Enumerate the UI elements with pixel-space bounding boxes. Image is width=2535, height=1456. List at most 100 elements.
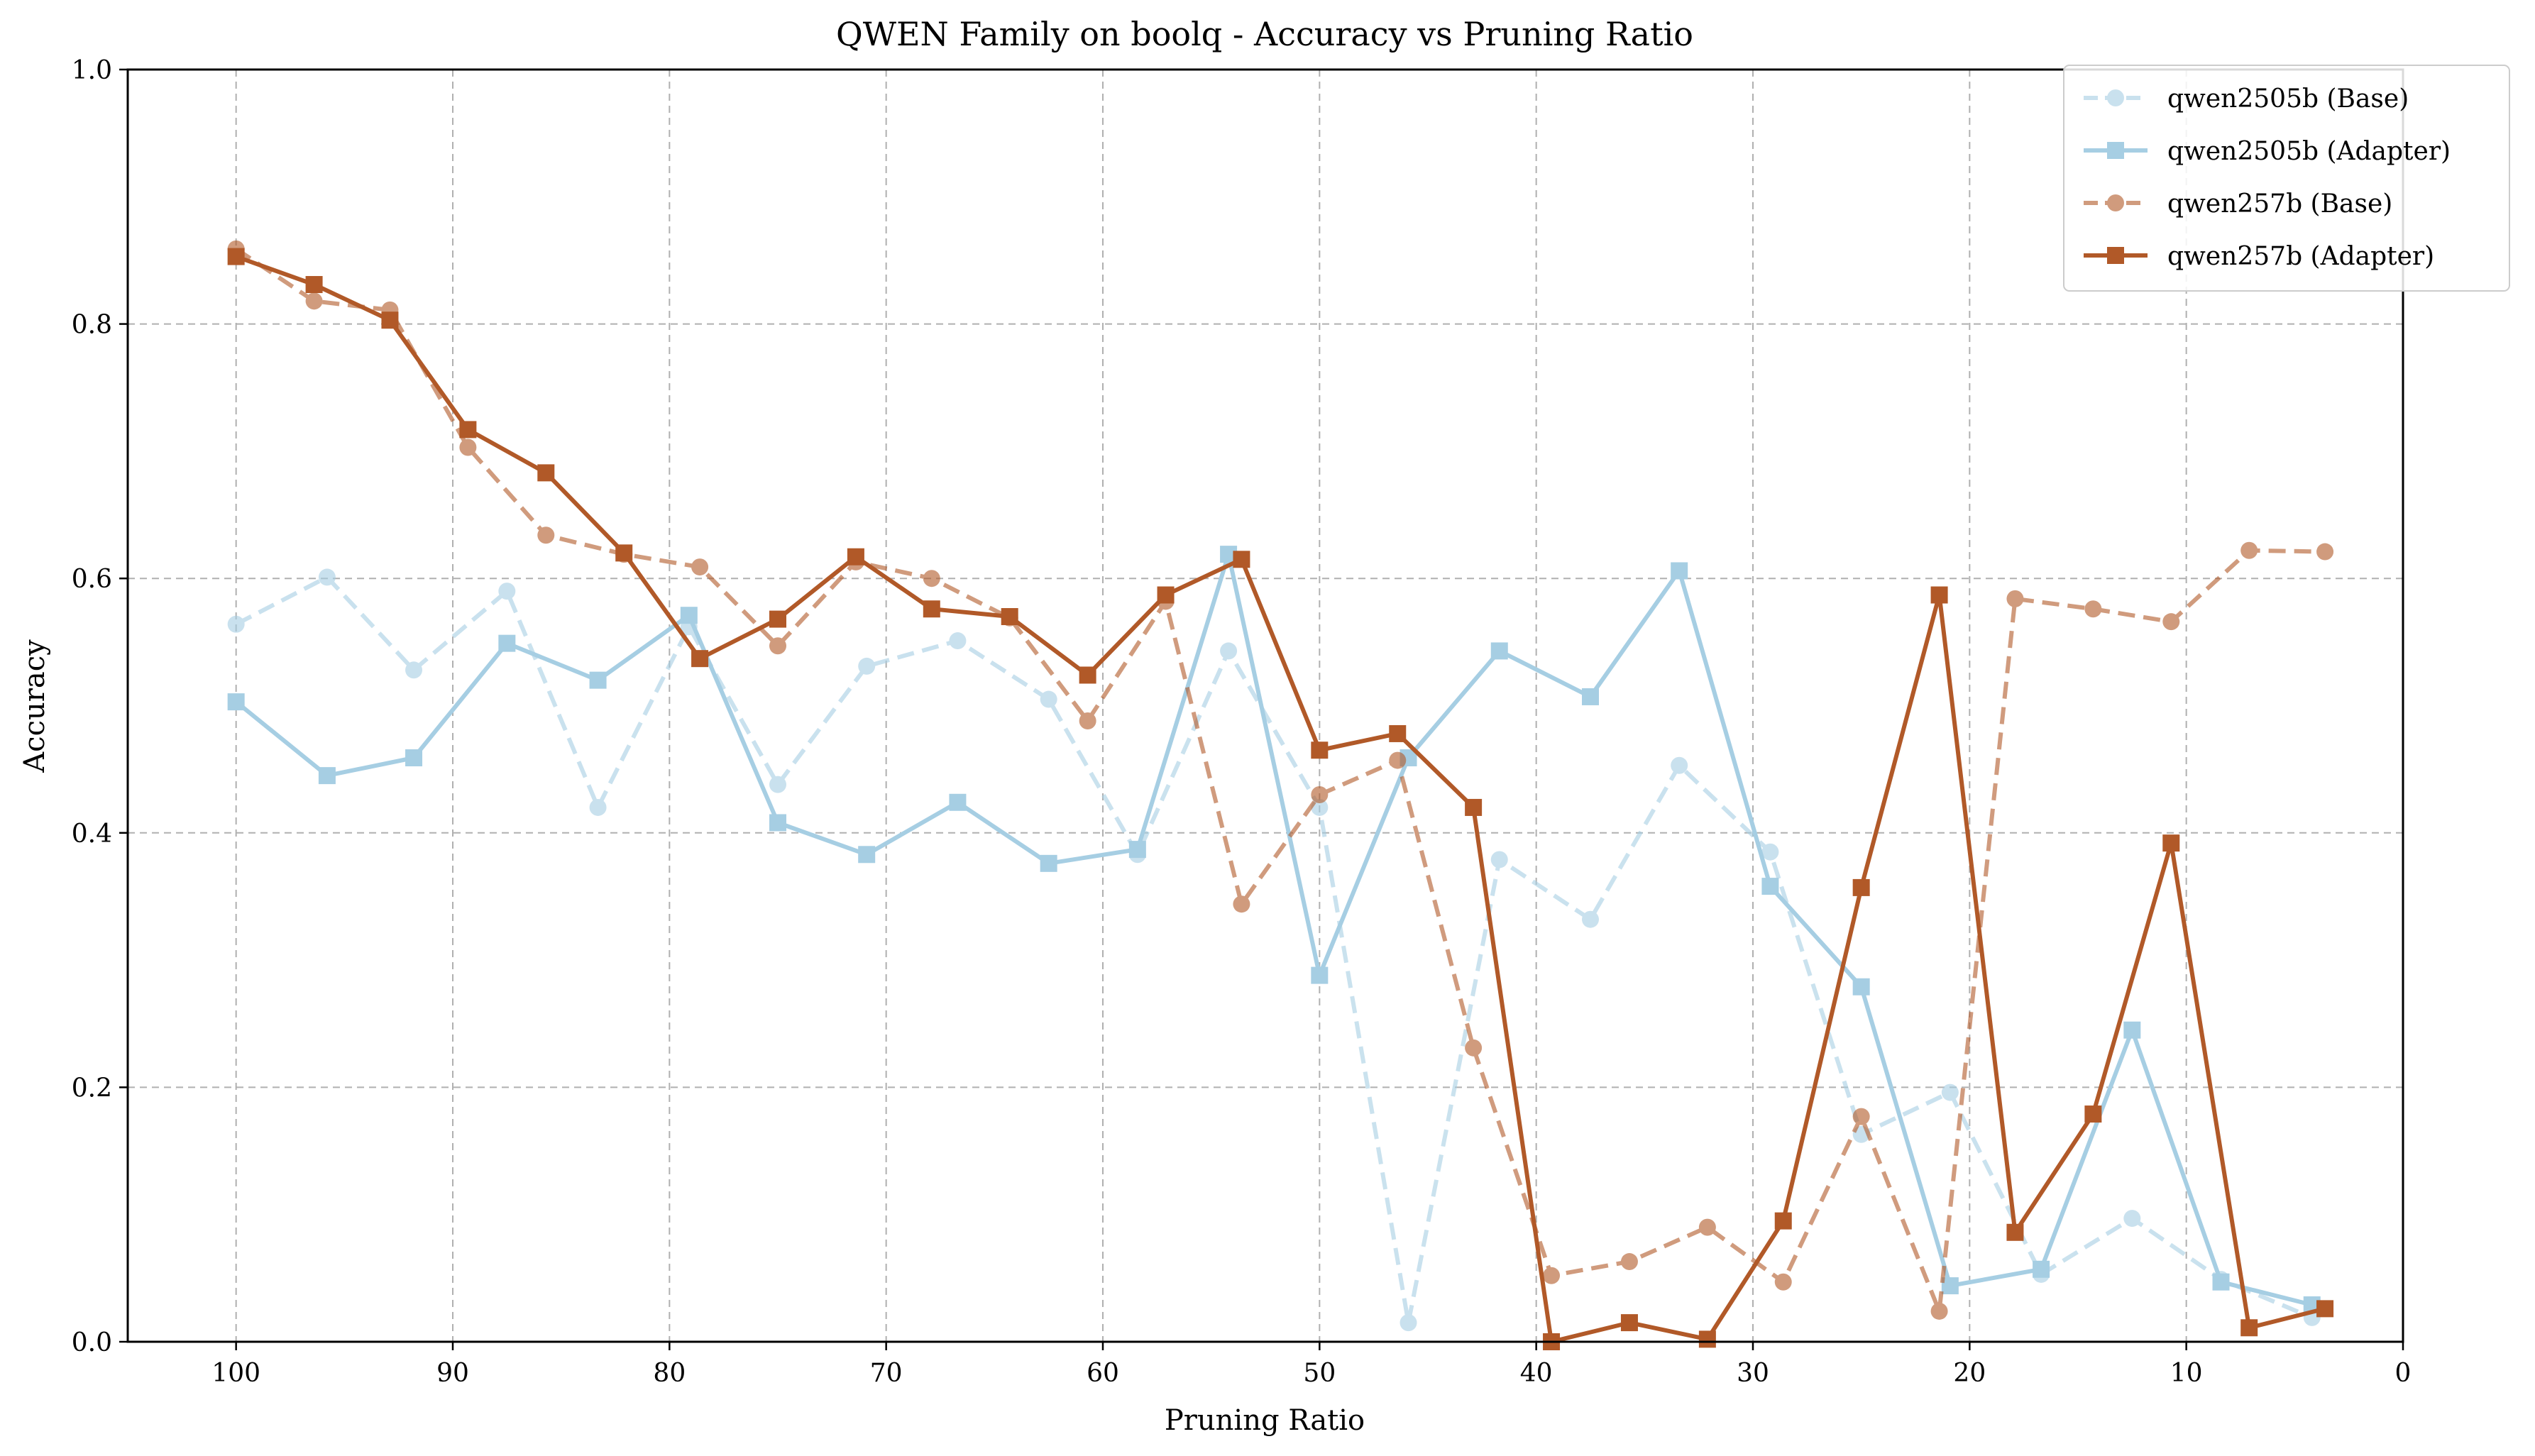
data-point — [498, 634, 516, 652]
data-point — [847, 548, 864, 566]
y-tick-label: 0.0 — [72, 1328, 112, 1357]
data-point — [680, 607, 698, 624]
data-point — [1761, 843, 1779, 861]
legend-item[interactable] — [2084, 247, 2148, 264]
data-point — [1582, 688, 1599, 705]
legend-box — [2063, 65, 2510, 292]
data-point — [1852, 878, 1870, 896]
data-point — [2006, 590, 2024, 607]
data-point — [1465, 1039, 1483, 1057]
data-point — [769, 637, 786, 655]
series-line — [235, 254, 2326, 1344]
data-point — [923, 600, 940, 618]
data-point — [1774, 1212, 1792, 1230]
legend-label: qwen2505b (Base) — [2167, 84, 2409, 114]
data-point — [1311, 786, 1329, 804]
data-point — [459, 439, 477, 456]
legend-item[interactable] — [2084, 89, 2148, 106]
data-point — [1620, 1253, 1638, 1271]
data-point — [1852, 978, 1870, 996]
x-tick-label: 20 — [1953, 1359, 1986, 1388]
data-point — [923, 570, 940, 588]
data-point — [858, 846, 876, 864]
legend-item[interactable] — [2084, 194, 2148, 211]
x-tick-label: 70 — [870, 1359, 903, 1388]
data-point — [1220, 642, 1238, 660]
data-point — [227, 693, 245, 711]
data-point — [227, 248, 245, 265]
data-point — [1852, 1108, 1870, 1125]
x-axis-label: Pruning Ratio — [1165, 1404, 1365, 1437]
chart-title: QWEN Family on boolq - Accuracy vs Pruni… — [836, 15, 1693, 53]
data-point — [537, 526, 555, 544]
data-point — [1490, 851, 1508, 868]
data-point — [1040, 854, 1057, 872]
data-point — [1157, 586, 1175, 604]
data-point — [1620, 1314, 1638, 1332]
legend[interactable]: qwen2505b (Base) qwen2505b (Adapter) qwen2… — [2063, 65, 2510, 292]
legend-label: qwen2505b (Adapter) — [2167, 137, 2451, 166]
y-tick-label: 0.2 — [72, 1074, 112, 1103]
legend-marker — [2107, 194, 2124, 211]
x-tick-label: 30 — [1737, 1359, 1769, 1388]
series-1 — [227, 546, 2321, 1314]
data-point — [949, 632, 967, 650]
data-point — [1671, 756, 1688, 774]
ticks: 100 90 80 70 60 50 40 30 20 10 00.00.20.40.60.81.0 — [72, 56, 2412, 1388]
legend-item[interactable] — [2084, 142, 2148, 159]
data-point — [2316, 1300, 2334, 1318]
data-point — [769, 610, 786, 628]
data-point — [1761, 878, 1779, 895]
data-point — [615, 544, 633, 562]
y-tick-label: 0.4 — [72, 820, 112, 849]
x-tick-label: 0 — [2395, 1359, 2412, 1388]
data-point — [1311, 966, 1329, 984]
data-point — [2162, 613, 2180, 631]
x-tick-label: 40 — [1520, 1359, 1553, 1388]
data-point — [769, 814, 786, 832]
data-point — [459, 421, 477, 439]
data-point — [381, 311, 399, 329]
legend-marker — [2107, 89, 2124, 106]
data-point — [1311, 741, 1329, 759]
data-point — [1698, 1218, 1716, 1236]
data-point — [858, 657, 876, 675]
data-point — [949, 793, 967, 811]
data-point — [405, 661, 423, 679]
data-point — [1930, 1302, 1948, 1320]
x-tick-label: 50 — [1303, 1359, 1336, 1388]
data-point — [1233, 895, 1250, 913]
y-tick-label: 0.6 — [72, 565, 112, 594]
data-point — [2316, 543, 2334, 561]
x-tick-label: 60 — [1087, 1359, 1119, 1388]
data-point — [769, 776, 786, 793]
x-tick-label: 90 — [436, 1359, 469, 1388]
data-point — [1774, 1273, 1792, 1291]
plot-frame — [126, 68, 2404, 1343]
data-point — [1698, 1330, 1716, 1348]
data-point — [589, 671, 607, 689]
data-point — [691, 558, 709, 576]
legend-marker — [2107, 247, 2124, 264]
data-point — [305, 292, 323, 310]
data-point — [1490, 642, 1508, 660]
y-tick-label: 0.8 — [72, 311, 112, 340]
data-point — [318, 767, 336, 785]
x-tick-label: 80 — [653, 1359, 686, 1388]
data-point — [589, 798, 607, 816]
series-line — [235, 247, 2326, 1313]
legend-label: qwen257b (Adapter) — [2167, 242, 2434, 271]
data-point — [2240, 1319, 2258, 1337]
data-point — [305, 276, 323, 294]
data-point — [405, 749, 423, 767]
data-point — [2033, 1260, 2050, 1278]
data-point — [1941, 1083, 1959, 1101]
x-tick-label: 100 — [211, 1359, 260, 1388]
data-point — [318, 568, 336, 586]
data-point — [2123, 1210, 2141, 1228]
data-point — [1400, 1314, 1417, 1332]
series-3 — [227, 248, 2334, 1350]
legend-label: qwen257b (Base) — [2167, 189, 2392, 219]
data-point — [2240, 541, 2258, 559]
